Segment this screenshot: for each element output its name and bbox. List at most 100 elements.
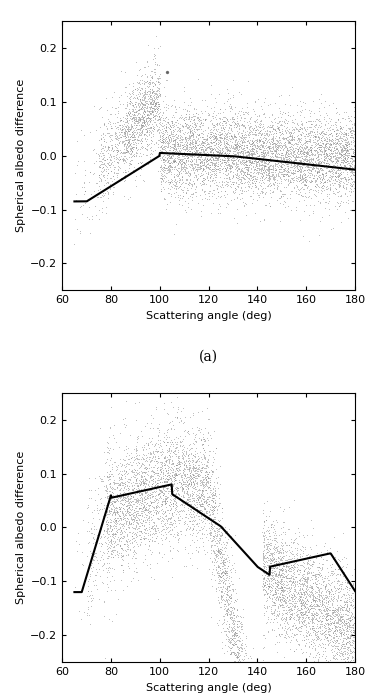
- Point: [100, 161, 106, 172]
- Point: [275, 117, 281, 128]
- Point: [219, 595, 225, 606]
- Point: [264, 130, 270, 141]
- Point: [237, 618, 243, 629]
- Point: [321, 626, 326, 637]
- Point: [194, 421, 200, 432]
- Point: [142, 106, 148, 117]
- Point: [323, 151, 329, 162]
- Point: [308, 613, 314, 625]
- Point: [111, 477, 117, 488]
- Point: [277, 593, 283, 604]
- Point: [282, 201, 288, 213]
- Point: [222, 560, 228, 571]
- Point: [315, 156, 321, 167]
- Point: [171, 155, 177, 166]
- Point: [177, 482, 183, 493]
- Point: [297, 137, 303, 148]
- Point: [342, 172, 348, 183]
- Point: [266, 528, 272, 539]
- Point: [161, 460, 167, 471]
- Point: [294, 537, 300, 549]
- Point: [343, 175, 349, 186]
- Point: [215, 151, 221, 162]
- Point: [339, 610, 344, 621]
- Point: [169, 116, 175, 127]
- Point: [321, 135, 326, 146]
- Point: [216, 515, 222, 526]
- Point: [322, 583, 328, 595]
- Point: [193, 148, 199, 159]
- Point: [300, 599, 306, 610]
- Point: [241, 142, 247, 153]
- Point: [336, 604, 341, 615]
- Point: [271, 546, 277, 558]
- Point: [303, 630, 309, 641]
- Point: [149, 98, 154, 109]
- Point: [129, 466, 135, 477]
- Point: [302, 601, 307, 612]
- Point: [128, 114, 134, 125]
- Point: [164, 135, 170, 146]
- Point: [315, 604, 321, 615]
- Point: [179, 143, 185, 154]
- Point: [194, 112, 199, 123]
- Point: [182, 145, 188, 156]
- Point: [132, 120, 138, 131]
- Point: [252, 207, 258, 218]
- Point: [237, 686, 243, 697]
- Point: [269, 122, 274, 133]
- Point: [136, 86, 142, 98]
- Point: [147, 83, 153, 94]
- Point: [331, 581, 337, 592]
- Point: [238, 131, 244, 142]
- Point: [142, 128, 148, 139]
- Point: [297, 157, 303, 168]
- Point: [216, 577, 222, 588]
- Point: [122, 444, 127, 455]
- Point: [347, 167, 353, 178]
- Point: [205, 473, 211, 484]
- Point: [208, 131, 214, 142]
- Point: [102, 155, 108, 166]
- Point: [122, 505, 127, 516]
- Point: [175, 163, 181, 174]
- Point: [297, 151, 303, 162]
- Point: [330, 155, 336, 166]
- Point: [193, 463, 198, 474]
- Point: [163, 485, 169, 496]
- Point: [86, 526, 92, 537]
- Point: [235, 149, 240, 160]
- Point: [165, 462, 171, 473]
- Point: [250, 137, 256, 148]
- Point: [346, 174, 352, 185]
- Point: [256, 136, 262, 147]
- Point: [124, 128, 130, 139]
- Point: [317, 139, 323, 151]
- Point: [110, 520, 116, 531]
- Point: [112, 508, 118, 519]
- Point: [232, 627, 238, 638]
- Point: [200, 129, 206, 140]
- Point: [247, 114, 253, 125]
- Point: [150, 447, 156, 459]
- Point: [266, 543, 272, 554]
- Point: [256, 151, 262, 162]
- Point: [148, 71, 154, 82]
- Point: [275, 137, 281, 148]
- Point: [236, 178, 242, 190]
- Point: [124, 512, 130, 523]
- Point: [343, 197, 348, 208]
- Point: [78, 125, 84, 136]
- Point: [343, 139, 349, 151]
- Point: [322, 141, 328, 153]
- Point: [166, 118, 172, 129]
- Point: [341, 156, 347, 167]
- Point: [247, 171, 253, 182]
- Point: [322, 160, 328, 171]
- Point: [276, 139, 282, 151]
- Point: [116, 132, 122, 144]
- Point: [262, 577, 268, 588]
- Point: [334, 163, 340, 174]
- Point: [123, 140, 129, 151]
- Point: [128, 120, 134, 131]
